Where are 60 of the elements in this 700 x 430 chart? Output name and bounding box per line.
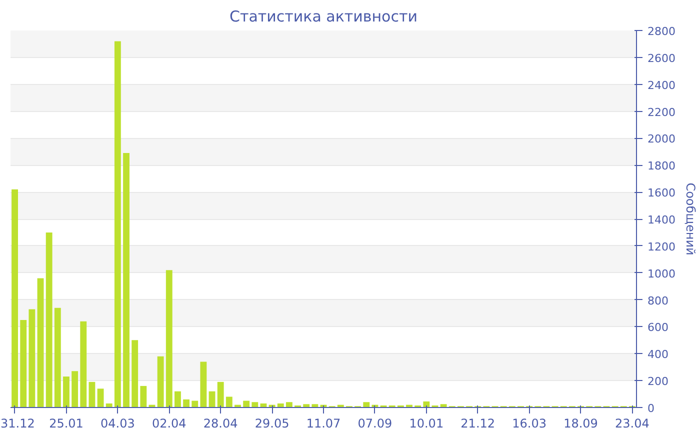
bar (363, 402, 370, 408)
bar (54, 308, 61, 408)
bar (440, 404, 447, 408)
y-tick-label: 2800 (648, 25, 676, 38)
bar (286, 402, 292, 408)
y-tick-label: 600 (648, 321, 668, 334)
y-tick-label: 2600 (648, 52, 676, 65)
y-tick-label: 1400 (648, 214, 676, 226)
y-tick-label: 0 (648, 402, 654, 415)
x-tick-label: 16.03 (512, 416, 546, 430)
y-tick-label: 800 (648, 294, 668, 308)
bar (157, 356, 164, 408)
x-tick-label: 23.04 (615, 416, 650, 430)
bar (303, 404, 310, 408)
bar (88, 382, 96, 408)
bar (226, 396, 232, 408)
x-tick-label: 31.12 (0, 416, 35, 430)
bar (243, 400, 250, 408)
bar (183, 399, 190, 408)
bar (28, 309, 36, 408)
x-tick-label: 28.04 (203, 416, 238, 430)
bar (12, 189, 18, 408)
bar (20, 320, 27, 408)
x-tick-label: 18.09 (564, 416, 598, 430)
y-tick-label: 2400 (648, 78, 676, 92)
y-axis-title: Сообщений (683, 182, 698, 256)
bar (140, 386, 147, 408)
bar (97, 388, 104, 408)
y-tick-label: 1800 (648, 160, 676, 173)
bar (252, 402, 258, 408)
x-tick-label: 07.09 (358, 416, 392, 430)
y-tick-label: 1000 (648, 267, 676, 280)
y-tick-label: 2200 (648, 106, 676, 119)
bar (46, 232, 52, 408)
bar (123, 153, 130, 408)
y-tick-label: 200 (648, 375, 668, 388)
x-tick-label: 11.07 (306, 416, 341, 430)
bar (166, 270, 172, 408)
bar (312, 404, 318, 408)
x-tick-label: 04.03 (100, 416, 135, 430)
x-tick-label: 02.04 (152, 416, 186, 430)
bar (72, 371, 78, 408)
y-tick-label: 1200 (648, 240, 676, 254)
bar (200, 362, 207, 408)
x-tick-label: 10.01 (409, 416, 444, 430)
x-tick-label: 25.01 (49, 416, 84, 430)
x-tick-label: 21.12 (460, 416, 496, 430)
y-tick-label: 1600 (648, 186, 676, 200)
chart-title: Статистика активности (230, 8, 418, 26)
bar (114, 41, 121, 408)
bar (174, 391, 181, 408)
bar (217, 382, 224, 408)
bar (63, 376, 70, 408)
bar (37, 278, 44, 408)
y-tick-label: 400 (648, 348, 668, 362)
bar (132, 340, 138, 408)
bar (192, 400, 198, 408)
bar (80, 321, 87, 408)
y-tick-label: 2000 (648, 132, 676, 146)
x-tick-label: 29.05 (254, 416, 290, 430)
